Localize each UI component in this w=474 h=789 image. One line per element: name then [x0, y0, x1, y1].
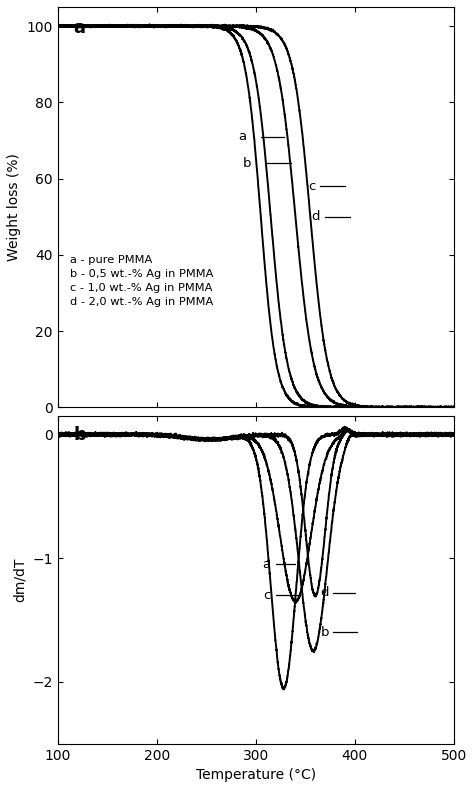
Text: b: b	[242, 157, 251, 170]
Text: a - pure PMMA
b - 0,5 wt.-% Ag in PMMA
c - 1,0 wt.-% Ag in PMMA
d - 2,0 wt.-% Ag: a - pure PMMA b - 0,5 wt.-% Ag in PMMA c…	[70, 256, 213, 307]
Text: a: a	[238, 130, 246, 143]
Text: d: d	[320, 586, 329, 600]
Text: b: b	[73, 426, 86, 443]
Text: c: c	[308, 180, 315, 193]
Text: d: d	[312, 210, 320, 223]
Y-axis label: Weight loss (%): Weight loss (%)	[7, 153, 21, 261]
Text: a: a	[263, 558, 271, 570]
X-axis label: Temperature (°C): Temperature (°C)	[196, 768, 316, 782]
Text: a: a	[73, 19, 86, 37]
Text: c: c	[264, 589, 271, 602]
Text: b: b	[320, 626, 329, 639]
Y-axis label: dm/dT: dm/dT	[13, 558, 27, 602]
